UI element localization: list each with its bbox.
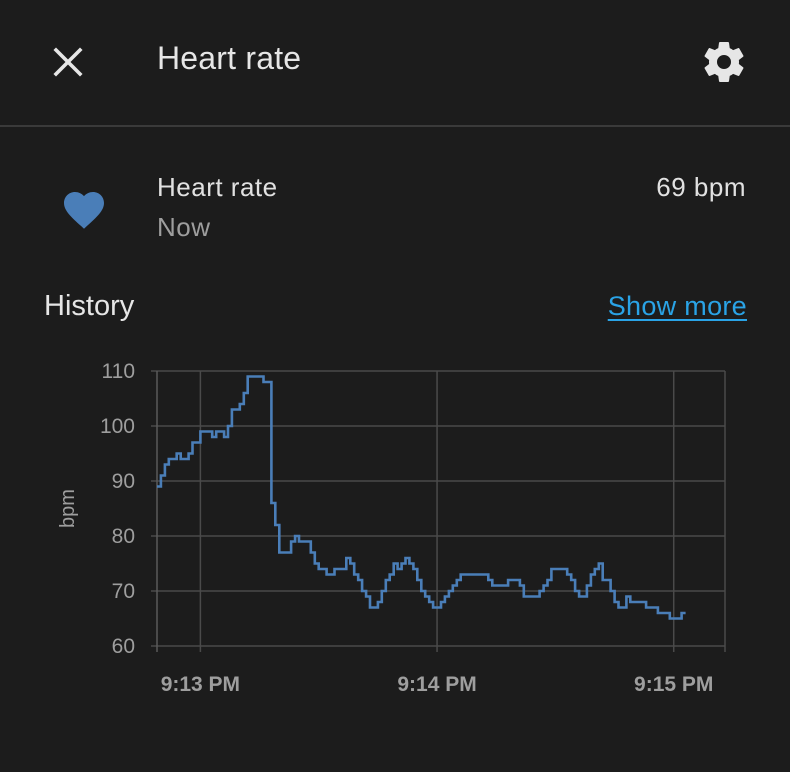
show-more-link[interactable]: Show more xyxy=(607,291,747,321)
dialog-header: Heart rate xyxy=(0,0,790,127)
x-tick-label: 9:14 PM xyxy=(397,673,476,696)
x-tick-label: 9:15 PM xyxy=(634,673,713,696)
heart-rate-series-line xyxy=(157,375,686,620)
entity-name: Heart rate xyxy=(157,172,278,202)
history-chart[interactable]: 110 100 90 80 70 60 9:13 PM 9:14 PM 9:15 PM bpm xyxy=(0,345,790,715)
y-tick-label: 70 xyxy=(112,580,135,603)
y-tick-label: 90 xyxy=(112,470,135,493)
y-tick-label: 80 xyxy=(112,525,135,548)
entity-last-changed: Now xyxy=(157,212,211,242)
close-button[interactable] xyxy=(44,38,92,86)
y-axis-label: bpm xyxy=(57,489,79,528)
y-tick-label: 60 xyxy=(112,635,135,658)
y-tick-label: 110 xyxy=(102,360,135,383)
settings-button[interactable] xyxy=(700,38,748,86)
page-title: Heart rate xyxy=(157,40,302,76)
close-icon xyxy=(53,47,83,77)
y-tick-label: 100 xyxy=(100,415,135,438)
entity-state-value: 69 bpm xyxy=(656,172,746,202)
gear-icon xyxy=(704,42,744,82)
history-title: History xyxy=(44,290,135,322)
heart-icon xyxy=(64,192,104,229)
x-tick-label: 9:13 PM xyxy=(161,673,240,696)
